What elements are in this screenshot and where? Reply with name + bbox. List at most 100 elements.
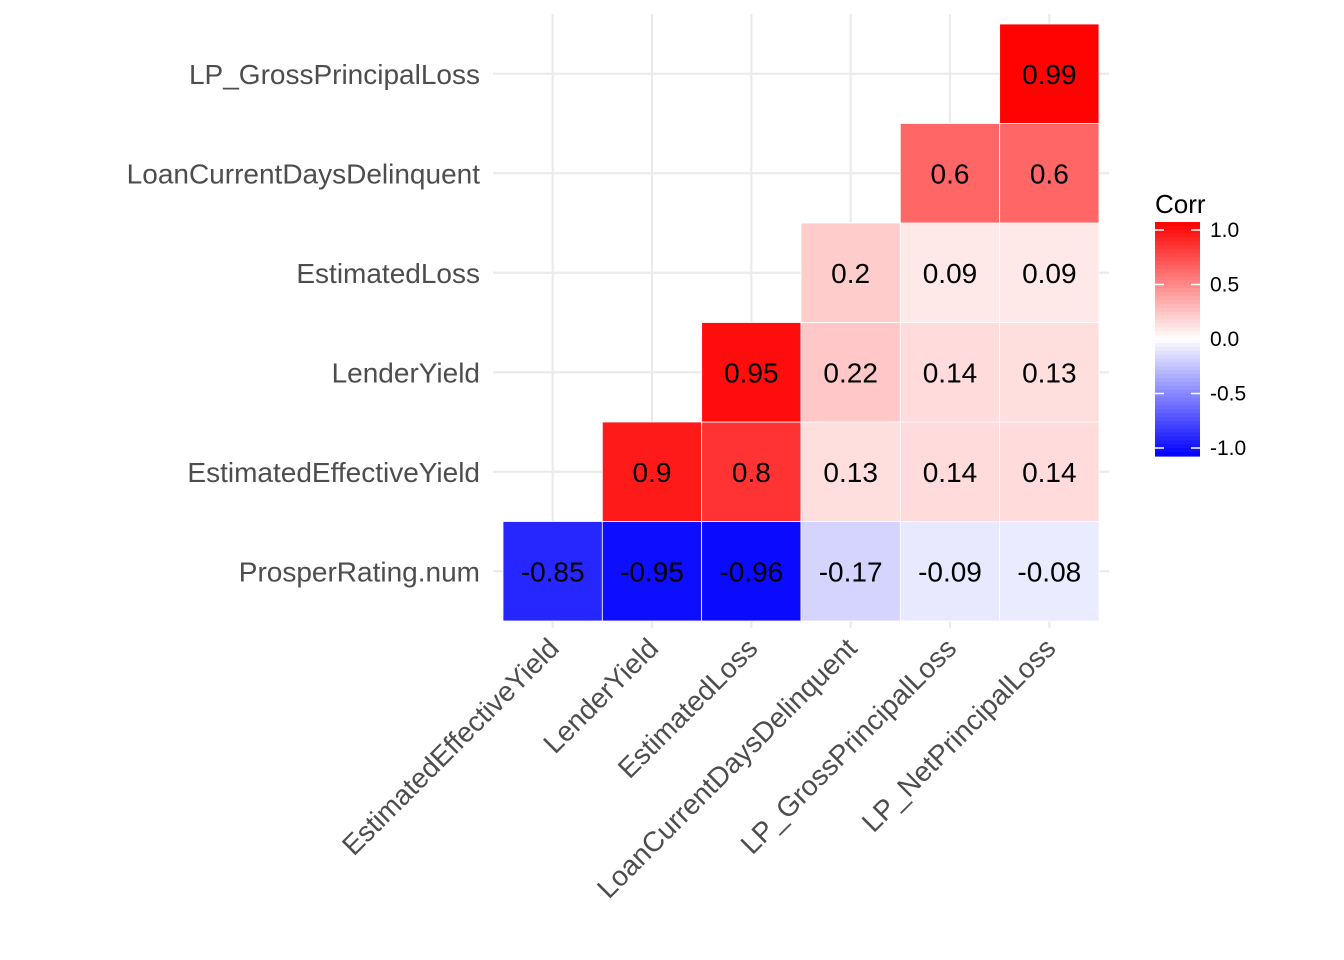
legend-color-segment	[1155, 448, 1200, 453]
heatmap-cell	[601, 421, 703, 522]
heatmap-cell	[899, 222, 1001, 323]
legend-color-segment	[1155, 319, 1200, 324]
heatmap-cell	[800, 222, 901, 323]
cell-value-label: 0.6	[931, 158, 970, 189]
legend-color-segment	[1155, 397, 1200, 402]
cell-value-label: -0.09	[918, 556, 982, 587]
legend-color-segment	[1155, 229, 1200, 235]
heatmap-cell	[999, 222, 1100, 323]
heatmap-cell	[701, 322, 802, 423]
y-tick-label: EstimatedLoss	[296, 258, 480, 289]
legend-color-segment	[1155, 280, 1200, 285]
legend-color-segment	[1155, 405, 1200, 410]
legend-color-segment	[1155, 237, 1200, 243]
legend-color-segment	[1155, 346, 1200, 352]
cell-value-label: -0.96	[719, 556, 783, 587]
cell-value-label: 0.95	[724, 357, 779, 388]
legend-tick-label: -0.5	[1210, 383, 1246, 406]
legend-color-segment	[1155, 378, 1200, 383]
legend-color-segment	[1155, 233, 1200, 239]
legend-color-segment	[1155, 327, 1200, 332]
legend-color-segment	[1155, 241, 1200, 246]
heatmap-cells	[502, 23, 1100, 622]
y-tick-label: LenderYield	[332, 357, 480, 388]
heatmap-cell	[899, 322, 1001, 423]
legend-color-segment	[1155, 354, 1200, 360]
legend-color-segment	[1155, 261, 1200, 266]
legend-color-segment	[1155, 339, 1200, 344]
legend-color-segment	[1155, 272, 1200, 278]
x-tick-label: EstimatedEffectiveYield	[336, 632, 565, 861]
y-axis-labels: ProsperRating.num EstimatedEffectiveYield…	[127, 59, 481, 588]
cell-value-label: 0.9	[633, 457, 672, 488]
cell-value-label: 0.99	[1022, 59, 1077, 90]
legend-color-segment	[1155, 389, 1200, 395]
legend-color-segment	[1155, 249, 1200, 254]
legend-color-segment	[1155, 370, 1200, 375]
legend-color-segment	[1155, 245, 1200, 250]
cell-value-label: -0.85	[521, 556, 585, 587]
cell-value-label: 0.6	[1030, 158, 1069, 189]
legend-color-segment	[1155, 358, 1200, 363]
legend-title: Corr	[1155, 189, 1206, 219]
legend-color-segment	[1155, 331, 1200, 336]
legend-color-segment	[1155, 420, 1200, 426]
legend-color-segment	[1155, 253, 1200, 258]
legend-color-segment	[1155, 409, 1200, 414]
heatmap-cell	[899, 521, 1001, 622]
legend-color-segment	[1155, 417, 1200, 422]
legend-tick-label: 0.5	[1210, 274, 1239, 297]
legend-color-segment	[1155, 393, 1200, 399]
cell-value-label: 0.22	[823, 357, 878, 388]
color-legend: Corr 1.0 0.5 0.0 -0.5 -1.0	[1155, 189, 1246, 460]
legend-color-segment	[1155, 225, 1200, 231]
x-axis-labels: EstimatedEffectiveYieldLenderYieldEstima…	[336, 632, 1061, 904]
legend-color-segment	[1155, 292, 1200, 297]
legend-color-segment	[1155, 296, 1200, 301]
cell-value-label: 0.13	[823, 457, 878, 488]
legend-tick-label: -1.0	[1210, 437, 1246, 460]
legend-color-segment	[1155, 374, 1200, 379]
legend-tick-label: 1.0	[1210, 219, 1239, 242]
legend-color-segment	[1155, 288, 1200, 293]
legend-color-segment	[1155, 303, 1200, 309]
y-tick-label: LoanCurrentDaysDelinquent	[127, 158, 481, 189]
legend-color-segment	[1155, 428, 1200, 434]
legend-color-segment	[1155, 440, 1200, 445]
heatmap-cell	[999, 23, 1100, 124]
heatmap-cell	[601, 521, 703, 622]
cell-value-label: 0.14	[1022, 457, 1077, 488]
cell-value-label: 0.14	[923, 357, 978, 388]
legend-color-segment	[1155, 366, 1200, 371]
legend-color-segment	[1155, 323, 1200, 328]
legend-color-segment	[1155, 385, 1200, 391]
legend-color-segment	[1155, 424, 1200, 430]
legend-tick-label: 0.0	[1210, 328, 1239, 351]
legend-color-segment	[1155, 300, 1200, 305]
heatmap-cell	[999, 123, 1100, 224]
legend-color-segment	[1155, 432, 1200, 438]
y-tick-label: EstimatedEffectiveYield	[187, 457, 480, 488]
y-tick-label: LP_GrossPrincipalLoss	[189, 59, 480, 90]
legend-color-segment	[1155, 444, 1200, 449]
cell-value-label: 0.14	[923, 457, 978, 488]
legend-color-segment	[1155, 350, 1200, 356]
legend-color-segment	[1155, 342, 1200, 348]
heatmap-cell	[800, 322, 901, 423]
legend-color-segment	[1155, 264, 1200, 270]
legend-color-segment	[1155, 307, 1200, 313]
heatmap-cell	[999, 421, 1100, 522]
cell-value-label: -0.17	[819, 556, 883, 587]
legend-color-segment	[1155, 257, 1200, 262]
heatmap-cell	[502, 521, 603, 622]
cell-value-label: 0.2	[831, 258, 870, 289]
cell-value-label: -0.08	[1017, 556, 1081, 587]
legend-color-segment	[1155, 381, 1200, 387]
legend-color-segment	[1155, 413, 1200, 418]
cell-value-label: 0.8	[732, 457, 771, 488]
legend-color-segment	[1155, 315, 1200, 321]
legend-color-segment	[1155, 401, 1200, 406]
legend-color-segment	[1155, 276, 1200, 282]
legend-color-segment	[1155, 335, 1200, 340]
cell-value-label: 0.09	[923, 258, 978, 289]
